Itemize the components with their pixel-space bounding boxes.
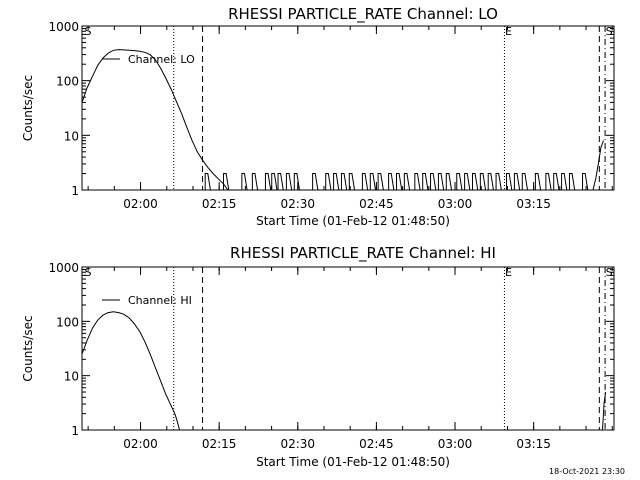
y-tick-label: 1000 xyxy=(48,20,79,34)
x-tick-label: 03:15 xyxy=(516,437,551,451)
noise-spike xyxy=(251,173,259,191)
noise-spike xyxy=(312,173,319,191)
x-tick-label: 02:00 xyxy=(123,437,158,451)
noise-spike xyxy=(264,173,272,191)
y-tick-label: 1 xyxy=(71,184,79,198)
x-axis-label: Start Time (01-Feb-12 01:48:50) xyxy=(256,214,450,228)
y-tick-label: 10 xyxy=(64,129,79,143)
noise-spike xyxy=(437,173,445,191)
noise-spike xyxy=(513,173,521,191)
marker-label: S xyxy=(85,266,92,279)
noise-spike xyxy=(506,173,513,191)
x-tick-label: 02:15 xyxy=(202,197,237,211)
marker-label: E xyxy=(505,25,512,38)
x-tick-label: 02:15 xyxy=(202,437,237,451)
noise-spike xyxy=(464,173,471,191)
y-tick-label: 1 xyxy=(71,424,79,438)
x-tick-label: 02:45 xyxy=(359,197,394,211)
noise-spike xyxy=(340,173,348,191)
noise-spike xyxy=(285,173,293,191)
noise-spike xyxy=(369,173,377,191)
noise-spike xyxy=(293,173,301,191)
plot-frame xyxy=(81,25,615,191)
y-tick-label: 100 xyxy=(56,315,79,329)
legend-label: Channel: HI xyxy=(128,294,192,307)
noise-spike xyxy=(325,173,332,191)
noise-spike xyxy=(395,173,403,191)
marker-label: S xyxy=(85,25,92,38)
noise-spike xyxy=(568,173,576,191)
noise-spike xyxy=(582,173,589,191)
x-tick-label: 02:30 xyxy=(280,197,315,211)
x-tick-label: 02:45 xyxy=(359,437,394,451)
x-tick-label: 03:00 xyxy=(438,197,473,211)
y-tick-label: 100 xyxy=(56,75,79,89)
noise-spike xyxy=(361,173,369,191)
chart-title: RHESSI PARTICLE_RATE Channel: HI xyxy=(230,244,496,263)
panel-lo: RHESSI PARTICLE_RATE Channel: LO Counts/s… xyxy=(21,5,615,228)
noise-spike xyxy=(414,173,421,191)
y-axis-label: Counts/sec xyxy=(21,75,35,141)
series-line xyxy=(81,49,604,191)
marker-label: S xyxy=(606,266,613,279)
legend-label: Channel: LO xyxy=(128,53,195,66)
noise-spike xyxy=(479,173,487,191)
noise-spike xyxy=(495,173,502,191)
noise-spike xyxy=(456,173,463,191)
noise-spike xyxy=(333,173,340,191)
noise-spike xyxy=(277,173,284,191)
marker-label: S xyxy=(606,25,613,38)
noise-spike xyxy=(204,173,211,191)
x-axis-label: Start Time (01-Feb-12 01:48:50) xyxy=(256,455,450,469)
noise-spike xyxy=(348,173,356,191)
x-tick-label: 03:00 xyxy=(438,437,473,451)
noise-spike xyxy=(561,173,568,191)
panel-hi: RHESSI PARTICLE_RATE Channel: HI Counts/s… xyxy=(21,244,615,469)
noise-spike xyxy=(487,173,494,191)
series-tail xyxy=(602,391,607,431)
noise-spike xyxy=(471,173,479,191)
y-axis-label: Counts/sec xyxy=(21,315,35,381)
noise-spike xyxy=(223,173,230,191)
noise-spike xyxy=(241,173,248,191)
series-line xyxy=(81,311,180,431)
footer-timestamp: 18-Oct-2021 23:30 xyxy=(549,467,625,476)
noise-spike xyxy=(553,173,560,191)
x-tick-label: 03:15 xyxy=(516,197,551,211)
noise-spike xyxy=(377,173,384,191)
x-tick-label: 02:00 xyxy=(123,197,158,211)
noise-spike xyxy=(545,173,552,191)
y-tick-label: 1000 xyxy=(48,261,79,275)
noise-spike xyxy=(445,173,453,191)
noise-spike xyxy=(403,173,411,191)
marker-label: E xyxy=(505,266,512,279)
noise-spike xyxy=(422,173,429,191)
y-tick-label: 10 xyxy=(64,370,79,384)
noise-spike xyxy=(534,173,542,191)
x-tick-label: 02:30 xyxy=(280,437,315,451)
noise-spike xyxy=(521,173,529,191)
noise-spike xyxy=(271,173,278,191)
plot-frame xyxy=(81,266,615,431)
noise-spike xyxy=(388,173,395,191)
chart-title: RHESSI PARTICLE_RATE Channel: LO xyxy=(228,5,498,24)
noise-spike xyxy=(430,173,437,191)
